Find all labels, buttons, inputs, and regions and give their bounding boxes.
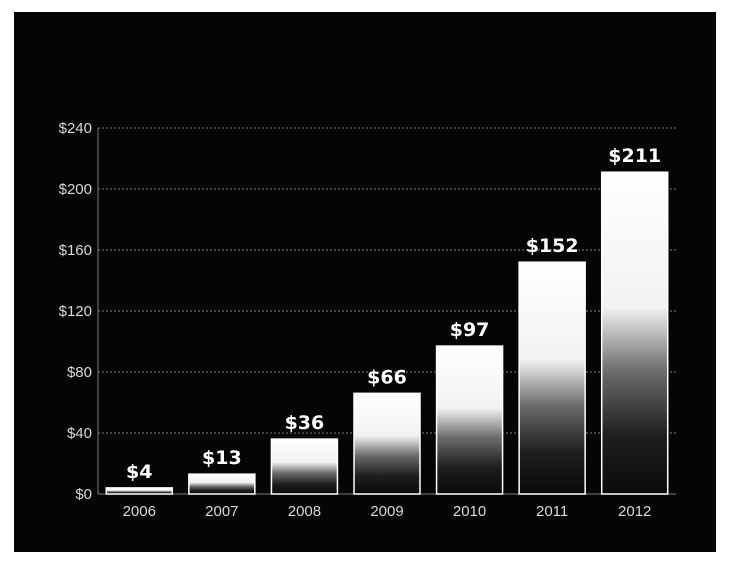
y-tick-label: $0 [75,486,92,503]
data-labels: $4 $13 $36 $66 $97 $152 $211 [126,145,661,483]
bar [105,487,174,495]
bar-value-label: $4 [126,461,152,483]
y-tick-label: $240 [59,120,92,137]
y-tick-label: $200 [59,181,92,198]
x-axis: 2006 2007 2008 2009 2010 2011 2012 [123,503,652,520]
x-tick-label: 2006 [123,503,156,520]
bar-value-label: $152 [526,235,579,257]
bar [435,345,504,495]
bar-value-label: $97 [450,319,490,341]
bar [600,171,669,495]
y-tick-label: $160 [59,242,92,259]
x-tick-label: 2012 [618,503,651,520]
bar-value-label: $36 [285,412,325,434]
x-tick-label: 2009 [370,503,403,520]
bar-value-label: $13 [202,447,242,469]
x-tick-label: 2010 [453,503,486,520]
y-tick-label: $120 [59,303,92,320]
bar [188,473,256,495]
bar [270,438,339,495]
x-tick-label: 2008 [288,503,321,520]
x-tick-label: 2007 [205,503,238,520]
bars [105,171,669,495]
y-tick-label: $40 [67,425,92,442]
x-tick-label: 2011 [536,503,568,520]
bar [353,392,421,495]
bar-value-label: $211 [608,145,661,167]
bar [518,261,586,495]
y-tick-label: $80 [67,364,92,381]
y-axis: $0 $40 $80 $120 $160 $200 $240 [59,120,99,503]
bar-chart: $0$40$80$120$160$200$240 $4$13$36$66$97$… [59,120,676,520]
chart-panel: $0 $40 $80 $120 $160 $200 $240 $4 $13 $36 $66 $97 $… [14,12,716,552]
bar-value-label: $66 [367,366,407,388]
gridlines [98,127,676,495]
